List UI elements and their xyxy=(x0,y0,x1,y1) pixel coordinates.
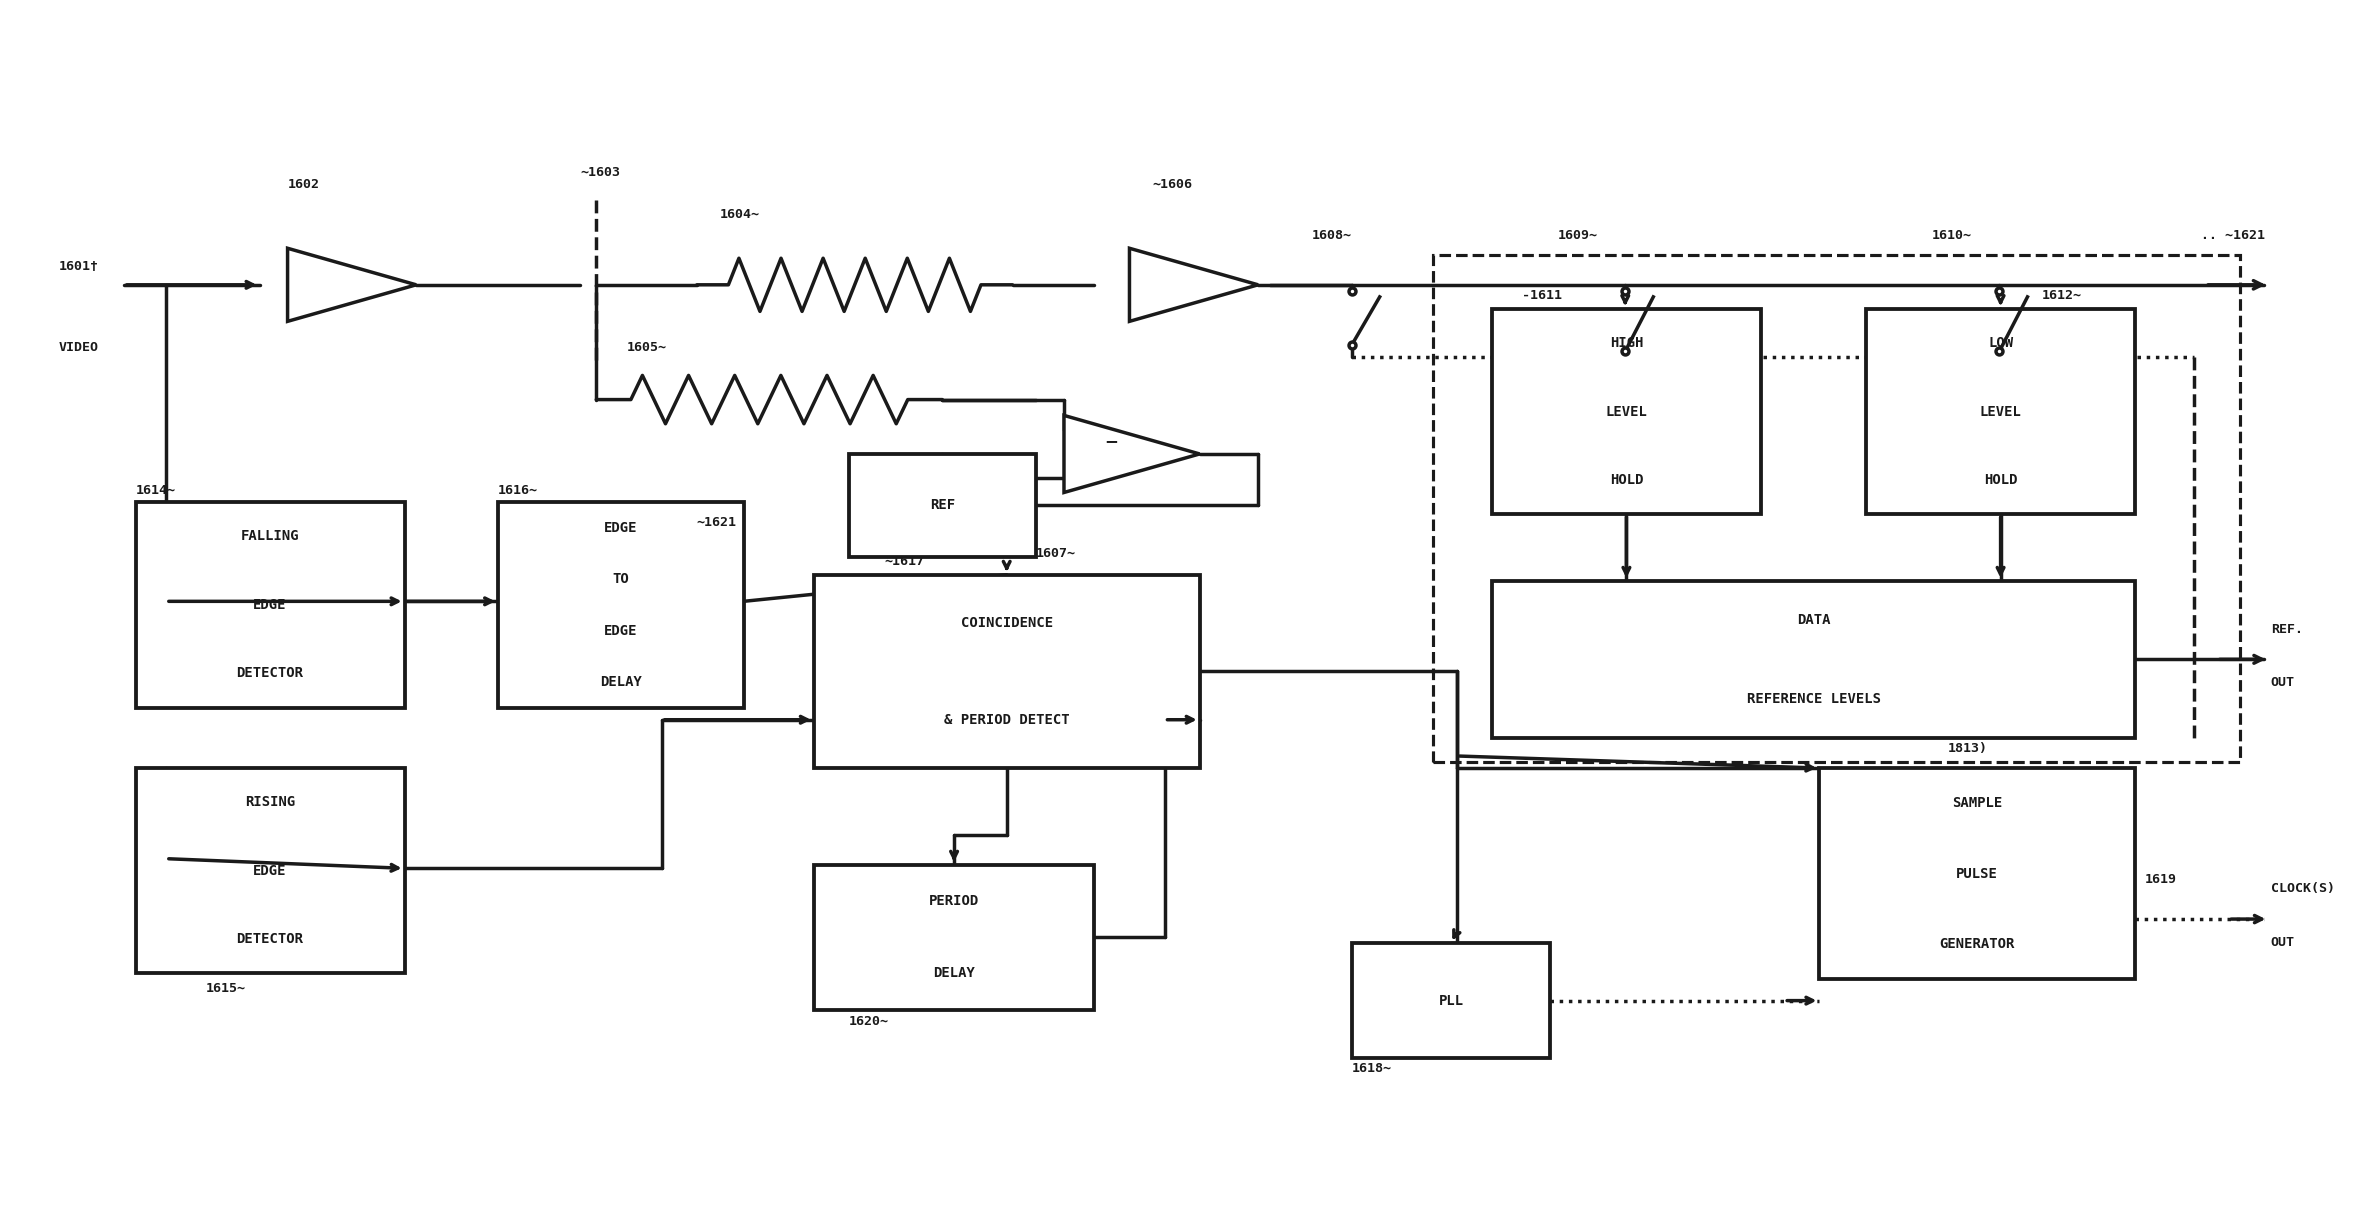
Text: EDGE: EDGE xyxy=(604,521,637,535)
Text: 1608~: 1608~ xyxy=(1311,229,1351,242)
Bar xyxy=(1865,309,2134,514)
Text: 1616~: 1616~ xyxy=(498,484,538,497)
Text: ~1621: ~1621 xyxy=(698,517,736,529)
Text: EDGE: EDGE xyxy=(252,864,288,877)
Text: 1601†: 1601† xyxy=(59,260,99,274)
Text: EDGE: EDGE xyxy=(252,598,288,612)
Bar xyxy=(814,865,1094,1009)
Text: DELAY: DELAY xyxy=(599,675,641,689)
Text: 1604~: 1604~ xyxy=(719,209,759,221)
Polygon shape xyxy=(1129,248,1259,321)
Text: PULSE: PULSE xyxy=(1957,866,1997,881)
Text: OUT: OUT xyxy=(2271,676,2294,689)
Text: 1605~: 1605~ xyxy=(627,341,667,354)
Text: & PERIOD DETECT: & PERIOD DETECT xyxy=(943,712,1071,727)
Text: .. ~1621: .. ~1621 xyxy=(2200,229,2264,242)
Polygon shape xyxy=(288,248,417,321)
Text: 1614~: 1614~ xyxy=(134,484,174,497)
Bar xyxy=(1493,309,1761,514)
Text: −: − xyxy=(1104,433,1118,451)
Text: HOLD: HOLD xyxy=(1983,473,2018,488)
Bar xyxy=(1820,769,2134,980)
Text: PERIOD: PERIOD xyxy=(929,895,979,908)
Text: 1602: 1602 xyxy=(288,178,321,191)
Text: REF: REF xyxy=(929,499,955,512)
Text: VIDEO: VIDEO xyxy=(59,341,99,354)
Text: ~1606: ~1606 xyxy=(1153,178,1193,191)
Text: FALLING: FALLING xyxy=(241,529,299,544)
Bar xyxy=(134,769,406,974)
Text: HIGH: HIGH xyxy=(1611,336,1644,351)
Text: DETECTOR: DETECTOR xyxy=(236,666,304,681)
Text: 1620~: 1620~ xyxy=(849,1015,889,1029)
Text: 1610~: 1610~ xyxy=(1931,229,1971,242)
Text: GENERATOR: GENERATOR xyxy=(1941,937,2014,951)
Text: 1615~: 1615~ xyxy=(205,981,245,995)
Text: OUT: OUT xyxy=(2271,936,2294,948)
Text: HOLD: HOLD xyxy=(1611,473,1644,488)
Text: REFERENCE LEVELS: REFERENCE LEVELS xyxy=(1747,692,1879,705)
Text: 1813): 1813) xyxy=(1948,742,1988,755)
Text: RISING: RISING xyxy=(245,796,295,809)
Text: EDGE: EDGE xyxy=(604,623,637,638)
Text: ~1617: ~1617 xyxy=(884,555,924,568)
Text: -1611: -1611 xyxy=(1523,290,1563,302)
Text: LEVEL: LEVEL xyxy=(1606,404,1648,419)
Text: DELAY: DELAY xyxy=(934,967,974,980)
Text: LOW: LOW xyxy=(1988,336,2014,351)
Text: CLOCK(S): CLOCK(S) xyxy=(2271,882,2334,896)
Bar xyxy=(1351,943,1552,1058)
Text: 1609~: 1609~ xyxy=(1556,229,1596,242)
Bar xyxy=(814,574,1200,769)
Bar xyxy=(498,502,743,708)
Text: DATA: DATA xyxy=(1797,613,1830,627)
Text: PLL: PLL xyxy=(1438,993,1464,1008)
Text: 1619: 1619 xyxy=(2143,873,2176,886)
Text: SAMPLE: SAMPLE xyxy=(1952,797,2002,810)
Polygon shape xyxy=(1063,415,1200,492)
Text: DETECTOR: DETECTOR xyxy=(236,932,304,946)
Text: REF.: REF. xyxy=(2271,623,2304,635)
Text: TO: TO xyxy=(613,572,630,587)
Text: 1607~: 1607~ xyxy=(1035,546,1075,560)
Bar xyxy=(1434,254,2240,763)
Bar xyxy=(134,502,406,708)
Bar xyxy=(1493,580,2134,738)
Text: LEVEL: LEVEL xyxy=(1981,404,2021,419)
Bar xyxy=(849,453,1035,557)
Text: ~1603: ~1603 xyxy=(580,166,620,180)
Text: 1618~: 1618~ xyxy=(1351,1062,1391,1075)
Text: COINCIDENCE: COINCIDENCE xyxy=(960,616,1052,631)
Text: 1612~: 1612~ xyxy=(2042,290,2082,302)
